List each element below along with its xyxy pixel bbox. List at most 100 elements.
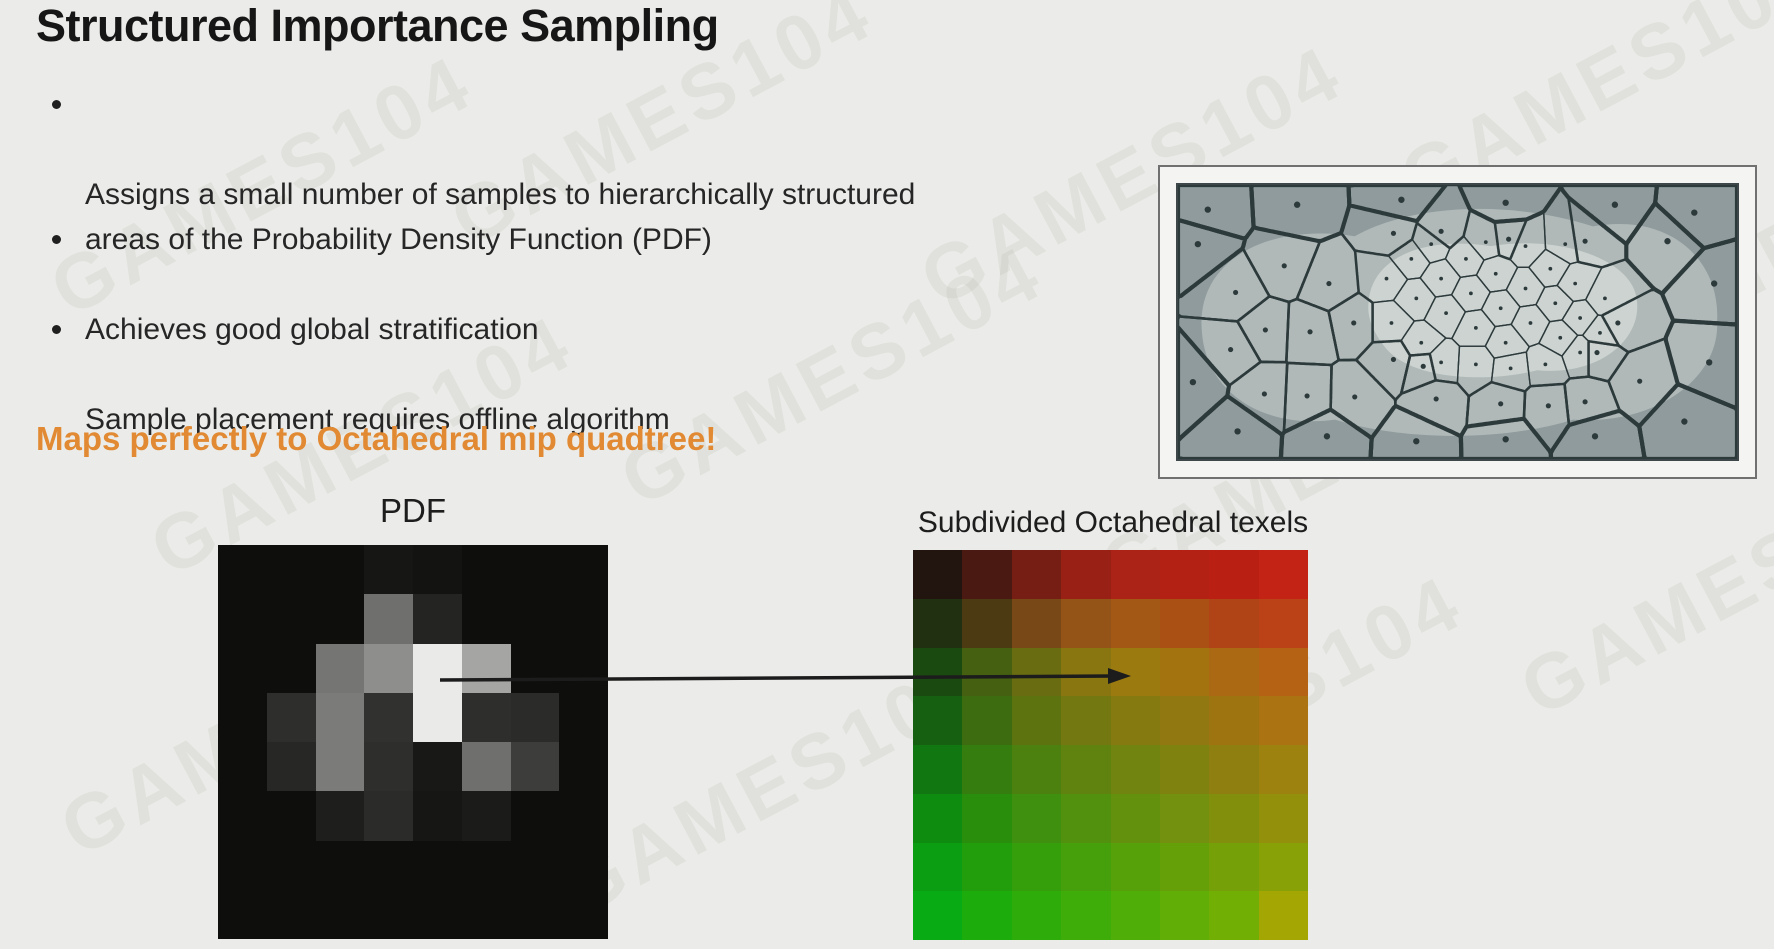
arrow-line [439, 674, 1114, 682]
pixel-cell [218, 643, 267, 693]
pixel-cell [1011, 842, 1062, 892]
pixel-cell [1110, 550, 1160, 599]
pixel-cell [510, 742, 560, 792]
pixel-cell [413, 545, 462, 595]
pixel-cell [510, 643, 560, 693]
pixel-cell [461, 840, 511, 890]
pixel-cell [510, 594, 560, 644]
pixel-cell [1011, 745, 1062, 794]
pixel-cell [315, 889, 365, 939]
pixel-cell [1159, 647, 1210, 697]
pixel-cell [1159, 891, 1210, 940]
pixel-cell [1110, 696, 1160, 745]
pixel-cell [913, 598, 963, 648]
pixel-cell [266, 643, 316, 693]
bullet-item: Achieves good global stratification [50, 217, 539, 352]
pixel-cell [218, 742, 267, 792]
pixel-cell [315, 545, 365, 595]
pixel-cell [315, 742, 365, 792]
pixel-cell [1011, 598, 1062, 648]
pixel-cell [1061, 842, 1111, 892]
callout-text: Maps perfectly to Octahedral mip quadtre… [36, 420, 717, 457]
pixel-cell [364, 889, 413, 939]
pixel-cell [1159, 842, 1210, 892]
texels-grid-image [913, 550, 1308, 940]
pixel-cell [461, 643, 511, 693]
pixel-cell [461, 791, 511, 841]
pixel-cell [510, 545, 560, 595]
pixel-cell [1061, 696, 1111, 745]
pixel-cell [413, 791, 462, 841]
bullet-dot [52, 325, 61, 334]
pixel-cell [1159, 745, 1210, 794]
pixel-cell [913, 842, 963, 892]
pixel-cell [962, 891, 1012, 940]
pixel-cell [559, 643, 608, 693]
pixel-cell [1209, 793, 1259, 843]
pixel-cell [1258, 842, 1308, 892]
pixel-cell [913, 891, 963, 940]
pixel-cell [1209, 598, 1259, 648]
pixel-cell [1061, 647, 1111, 697]
bullet-item: Sample placement requires offline algori… [50, 307, 670, 442]
pixel-cell [364, 594, 413, 644]
pixel-cell [1159, 598, 1210, 648]
pixel-cell [913, 550, 963, 599]
pixel-cell [218, 692, 267, 742]
pixel-cell [913, 696, 963, 745]
arrow-right-icon [439, 668, 1131, 684]
pixel-cell [913, 793, 963, 843]
pixel-cell [1011, 550, 1062, 599]
pixel-cell [962, 550, 1012, 599]
pixel-cell [1258, 696, 1308, 745]
pixel-cell [364, 643, 413, 693]
pixel-cell [1209, 696, 1259, 745]
pdf-figure-label: PDF [380, 492, 446, 529]
pixel-cell [559, 791, 608, 841]
bullet-text: Achieves good global stratification [85, 313, 539, 346]
pixel-cell [1209, 550, 1259, 599]
pixel-cell [315, 594, 365, 644]
pixel-cell [218, 889, 267, 939]
pixel-cell [559, 594, 608, 644]
texels-figure-label: Subdivided Octahedral texels [917, 506, 1309, 539]
pixel-cell [1061, 745, 1111, 794]
pixel-cell [510, 889, 560, 939]
pixel-cell [1110, 842, 1160, 892]
pixel-cell [1110, 598, 1160, 648]
pixel-cell [364, 840, 413, 890]
pixel-cell [559, 742, 608, 792]
pixel-cell [1209, 891, 1259, 940]
pixel-cell [413, 643, 462, 693]
pixel-cell [1110, 793, 1160, 843]
pixel-cell [266, 594, 316, 644]
pixel-cell [315, 643, 365, 693]
pixel-cell [962, 745, 1012, 794]
pixel-cell [1061, 598, 1111, 648]
pixel-cell [266, 840, 316, 890]
pixel-cell [461, 594, 511, 644]
pixel-cell [461, 545, 511, 595]
pixel-cell [559, 840, 608, 890]
pixel-cell [1159, 550, 1210, 599]
pixel-cell [1258, 793, 1308, 843]
pixel-cell [1258, 598, 1308, 648]
pixel-cell [510, 840, 560, 890]
pixel-cell [364, 742, 413, 792]
pixel-cell [962, 598, 1012, 648]
pixel-cell [559, 889, 608, 939]
pixel-cell [1209, 842, 1259, 892]
pixel-cell [364, 545, 413, 595]
pixel-cell [962, 647, 1012, 697]
pixel-cell [1209, 647, 1259, 697]
pixel-cell [962, 842, 1012, 892]
bullet-dot [52, 100, 61, 109]
pixel-cell [413, 692, 462, 742]
pixel-cell [1110, 891, 1160, 940]
pixel-cell [962, 793, 1012, 843]
pixel-cell [1061, 550, 1111, 599]
pdf-grid-image [218, 545, 608, 939]
pixel-cell [364, 791, 413, 841]
pixel-cell [413, 742, 462, 792]
arrow-head [1108, 668, 1131, 684]
